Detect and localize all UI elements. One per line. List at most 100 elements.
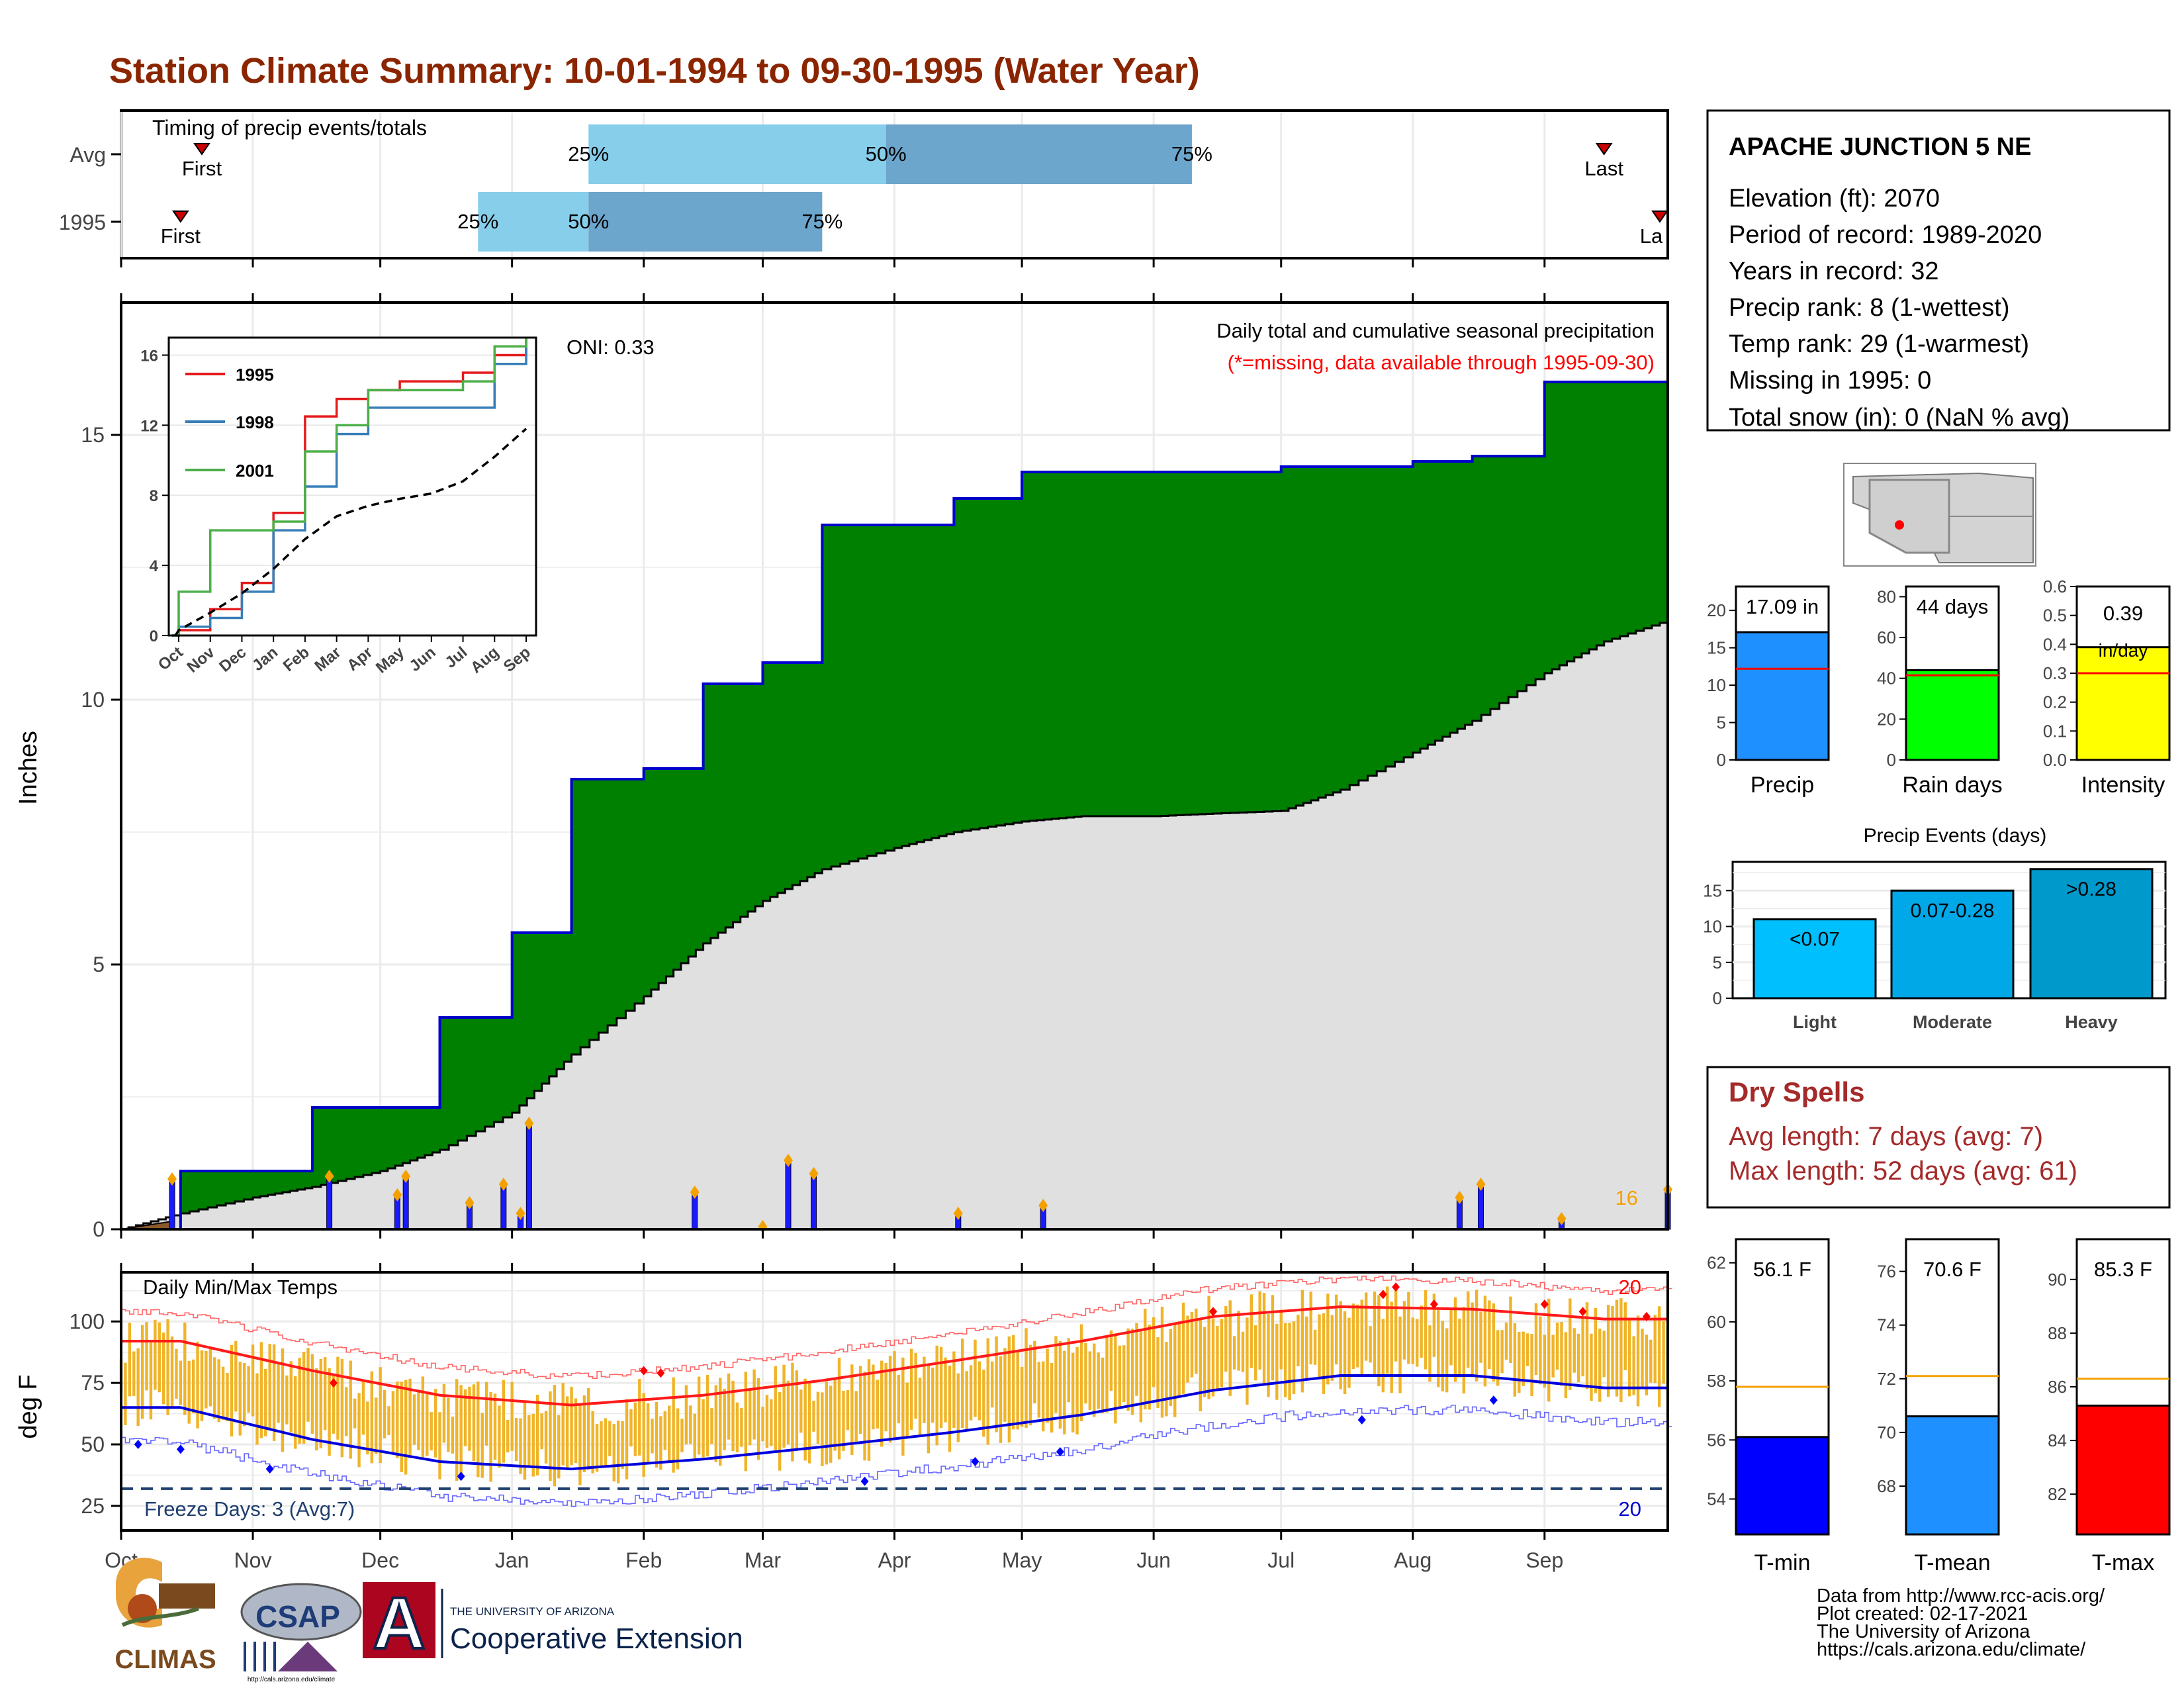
- temp-range-bar: [433, 1389, 437, 1458]
- temp-range-bar: [1632, 1336, 1635, 1395]
- temp-range-bar: [1144, 1308, 1147, 1410]
- temp-range-bar: [498, 1405, 501, 1468]
- temp-range-bar: [1181, 1302, 1185, 1394]
- station-years: Years in record: 32: [1729, 258, 1939, 285]
- station-snow: Total snow (in): 0 (NaN % avg): [1729, 404, 2070, 432]
- temp-range-bar: [1534, 1303, 1538, 1376]
- temp-range-bar: [502, 1380, 506, 1463]
- record-marker: [1430, 1299, 1438, 1309]
- daily-max-marker: [498, 1178, 508, 1191]
- temp-range-bar: [923, 1356, 926, 1423]
- temp-range-bar: [570, 1386, 573, 1466]
- footer: Data from http://www.rcc-acis.org/ Plot …: [1817, 1585, 2105, 1660]
- record-marker: [657, 1368, 665, 1378]
- temp-range-bar: [468, 1386, 471, 1451]
- temp-range-bar: [833, 1378, 837, 1451]
- temp-range-bar: [1518, 1332, 1521, 1393]
- temp-summary-tick-label: 68: [1877, 1476, 1896, 1496]
- record-marker: [971, 1457, 979, 1466]
- q50-label-avg: 50%: [866, 142, 907, 165]
- temp-range-bar: [714, 1385, 718, 1462]
- temp-range-bar: [1441, 1321, 1444, 1391]
- temp-range-bar: [1246, 1317, 1249, 1405]
- temp-range-bar: [931, 1367, 934, 1423]
- temp-range-bar: [1250, 1294, 1253, 1368]
- temp-range-bar: [1611, 1305, 1614, 1387]
- q25-label-1995: 25%: [457, 210, 498, 233]
- temp-range-bar: [1551, 1335, 1555, 1378]
- temp-range-bar: [905, 1382, 909, 1437]
- temp-range-bar: [791, 1362, 794, 1462]
- temp-range-bar: [430, 1412, 433, 1451]
- temp-range-bar: [1590, 1333, 1593, 1401]
- events-bar-label-moderate: 0.07-0.28: [1911, 900, 1995, 921]
- temp-range-bar: [1105, 1336, 1109, 1413]
- temp-range-bar: [332, 1376, 336, 1434]
- temp-range-bar: [323, 1357, 327, 1430]
- temp-range-bar: [306, 1348, 310, 1422]
- temp-range-bar: [1148, 1325, 1151, 1410]
- timing-q25-q50-bar-1995: [478, 192, 589, 252]
- intensity-tick-label: 0.2: [2043, 692, 2067, 712]
- tmax-label: T-max: [2092, 1550, 2154, 1575]
- temp-range-bar: [1420, 1305, 1423, 1358]
- temp-range-bar: [961, 1338, 964, 1429]
- temp-range-bar: [1585, 1302, 1589, 1389]
- record-marker: [1578, 1307, 1587, 1317]
- temp-range-bar: [1445, 1328, 1449, 1393]
- legend-2001: 2001: [236, 461, 274, 481]
- temp-range-bar: [149, 1340, 153, 1420]
- temp-range-bar: [1024, 1328, 1028, 1428]
- temp-range-bar: [1199, 1319, 1202, 1412]
- temp-range-bar: [1067, 1338, 1070, 1403]
- footer-line-2: Plot created: 02-17-2021: [1817, 1603, 2028, 1624]
- temp-range-bar: [1237, 1310, 1240, 1371]
- month-label-mar: Mar: [745, 1548, 781, 1572]
- inset-line-1998: [172, 338, 527, 637]
- temp-range-bar: [1500, 1330, 1504, 1374]
- temp-range-bar: [1292, 1321, 1296, 1394]
- temp-summary-tick-label: 86: [2048, 1377, 2067, 1397]
- avg-tmax-line: [121, 1305, 1668, 1407]
- temp-range-bar: [1530, 1333, 1533, 1396]
- station-temp-rank: Temp rank: 29 (1-warmest): [1729, 330, 2029, 358]
- temp-range-bar: [531, 1413, 535, 1477]
- temp-range-bar: [1594, 1307, 1598, 1393]
- temp-range-bar: [417, 1389, 420, 1450]
- events-bar-label-light: <0.07: [1790, 929, 1840, 951]
- temp-range-bar: [366, 1401, 369, 1455]
- temp-range-bar: [680, 1419, 684, 1452]
- temp-range-bar: [294, 1376, 297, 1449]
- temp-summary-bar-t-min: [1735, 1436, 1830, 1536]
- temp-range-bar: [710, 1408, 713, 1444]
- temp-range-bar: [1347, 1317, 1351, 1388]
- temp-range-bar: [1330, 1315, 1334, 1381]
- temp-range-bar: [514, 1418, 518, 1462]
- temp-range-bar: [510, 1382, 514, 1451]
- temp-range-bar: [863, 1372, 866, 1461]
- temp-range-bar: [1118, 1345, 1121, 1407]
- temp-range-bar: [353, 1398, 357, 1429]
- temp-range-bar: [1394, 1289, 1398, 1362]
- temp-range-bar: [234, 1340, 238, 1412]
- temp-range-bar: [154, 1319, 157, 1390]
- intensity-bar-label: Intensity: [2081, 773, 2165, 798]
- temp-summary-tick-label: 58: [1707, 1371, 1726, 1391]
- temp-range-bar: [1339, 1301, 1342, 1389]
- last-label-1995: La: [1640, 224, 1663, 248]
- month-label-jun: Jun: [1136, 1548, 1171, 1572]
- temp-range-bar: [1628, 1319, 1631, 1397]
- temp-summary-tick-label: 88: [2048, 1323, 2067, 1343]
- temp-range-bar: [1475, 1289, 1479, 1382]
- temp-range-bar: [1356, 1304, 1359, 1368]
- temp-range-bar: [1615, 1299, 1619, 1397]
- temp-range-bar: [242, 1362, 246, 1427]
- temp-range-bar: [974, 1339, 977, 1417]
- temp-range-bar: [735, 1402, 739, 1453]
- events-bar-heavy: [2029, 868, 2154, 1000]
- record-marker: [176, 1444, 185, 1454]
- intensity-bar: [2075, 646, 2171, 761]
- temp-range-bar: [944, 1357, 947, 1423]
- temp-range-bar: [1305, 1316, 1308, 1381]
- temp-range-bar: [451, 1417, 454, 1454]
